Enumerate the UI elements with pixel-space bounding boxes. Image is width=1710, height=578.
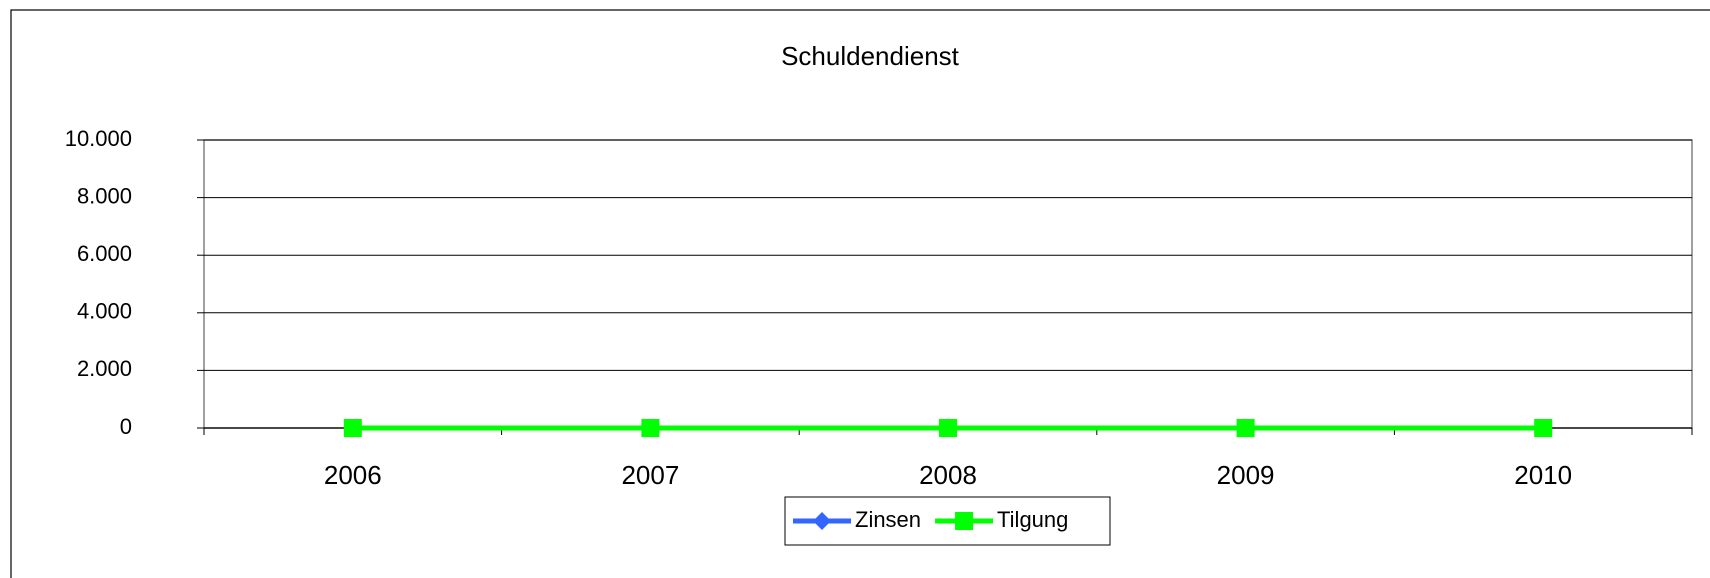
- marker: [939, 419, 957, 437]
- marker: [1236, 419, 1255, 437]
- y-tick-label: 8.000: [77, 183, 132, 208]
- y-tick-label: 10.000: [65, 126, 132, 151]
- marker: [813, 512, 831, 530]
- marker: [955, 512, 974, 530]
- y-tick-label: 2.000: [77, 356, 132, 381]
- marker: [641, 419, 660, 437]
- x-tick-label: 2010: [1514, 460, 1572, 490]
- chart-frame: [10, 9, 1710, 578]
- x-tick-label: 2006: [324, 460, 382, 490]
- chart-title: Schuldendienst: [781, 41, 960, 71]
- marker: [1534, 419, 1553, 437]
- y-tick-label: 0: [120, 414, 132, 439]
- y-tick-label: 6.000: [77, 241, 132, 266]
- y-tick-label: 4.000: [77, 299, 132, 324]
- x-tick-label: 2009: [1217, 460, 1275, 490]
- legend-label: Zinsen: [855, 507, 921, 532]
- marker: [343, 419, 362, 437]
- x-tick-label: 2008: [919, 460, 977, 490]
- x-tick-label: 2007: [621, 460, 679, 490]
- legend-label: Tilgung: [997, 507, 1068, 532]
